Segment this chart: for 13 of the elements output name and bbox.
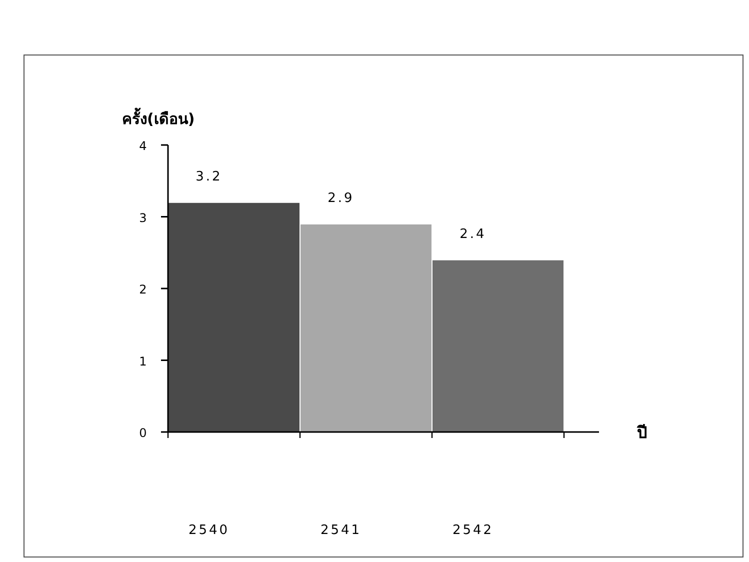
- y-tick-label: 1: [139, 354, 147, 368]
- x-tick-label: 2540: [188, 523, 230, 538]
- x-tick-label: 2541: [320, 523, 362, 538]
- data-label: 2.4: [460, 226, 486, 242]
- x-tick-label: 2542: [452, 523, 494, 538]
- y-tick-label: 4: [139, 139, 147, 153]
- y-tick-label: 0: [139, 426, 147, 440]
- data-label: 3.2: [196, 169, 222, 184]
- y-tick-label: 2: [139, 282, 147, 296]
- y-tick-label: 3: [139, 210, 147, 225]
- data-label: 2.9: [328, 190, 354, 206]
- y-axis-title: ครั้ง(เดือน): [122, 107, 195, 128]
- x-axis-title: ปี: [636, 423, 647, 442]
